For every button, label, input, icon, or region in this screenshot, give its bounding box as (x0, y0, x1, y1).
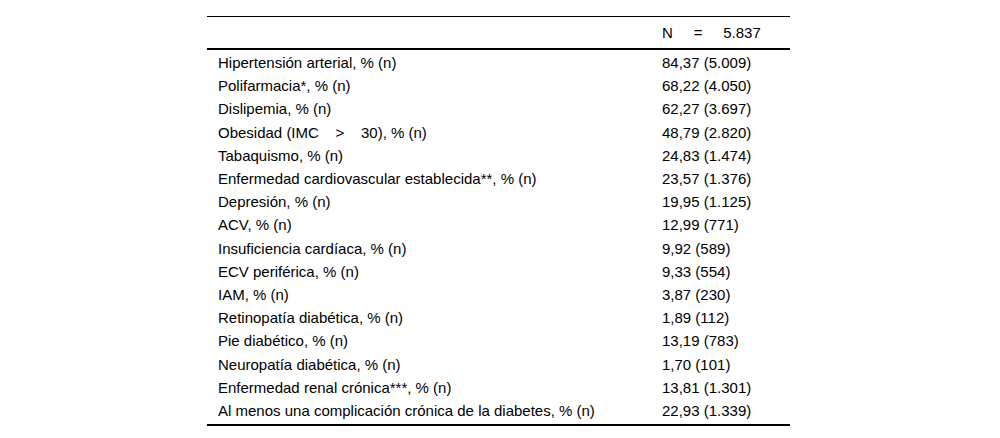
row-label: Neuropatía diabética, % (n) (218, 357, 662, 372)
table-row: ECV periférica, % (n)9,33 (554) (207, 260, 790, 283)
characteristics-table: N = 5.837 Hipertensión arterial, % (n)84… (207, 16, 790, 426)
table-row: ACV, % (n)12,99 (771) (207, 213, 790, 236)
row-label: Polifarmacia*, % (n) (218, 78, 662, 93)
table-row: Obesidad (IMC > 30), % (n)48,79 (2.820) (207, 121, 790, 144)
row-label: Obesidad (IMC > 30), % (n) (218, 125, 662, 140)
row-value: 9,33 (554) (662, 264, 730, 279)
row-value: 23,57 (1.376) (662, 171, 751, 186)
row-label: Hipertensión arterial, % (n) (218, 55, 662, 70)
table-row: Tabaquismo, % (n)24,83 (1.474) (207, 144, 790, 167)
row-value: 68,22 (4.050) (662, 78, 751, 93)
row-label: IAM, % (n) (218, 287, 662, 302)
row-value: 24,83 (1.474) (662, 148, 751, 163)
row-label: ECV periférica, % (n) (218, 264, 662, 279)
row-label: Enfermedad cardiovascular establecida**,… (218, 171, 662, 186)
row-label: Insuficiencia cardíaca, % (n) (218, 241, 662, 256)
row-value: 22,93 (1.339) (662, 403, 751, 418)
row-value: 62,27 (3.697) (662, 101, 751, 116)
row-label: Enfermedad renal crónica***, % (n) (218, 380, 662, 395)
table-row: Dislipemia, % (n)62,27 (3.697) (207, 97, 790, 120)
row-label: Pie diabético, % (n) (218, 333, 662, 348)
row-label: Dislipemia, % (n) (218, 101, 662, 116)
table-row: Hipertensión arterial, % (n)84,37 (5.009… (207, 51, 790, 74)
row-value: 84,37 (5.009) (662, 55, 751, 70)
row-label: Retinopatía diabética, % (n) (218, 310, 662, 325)
table-row: Polifarmacia*, % (n)68,22 (4.050) (207, 74, 790, 97)
row-value: 1,70 (101) (662, 357, 730, 372)
row-value: 19,95 (1.125) (662, 194, 751, 209)
table-header-row: N = 5.837 (207, 17, 790, 50)
table-row: Insuficiencia cardíaca, % (n)9,92 (589) (207, 237, 790, 260)
row-label: Tabaquismo, % (n) (218, 148, 662, 163)
row-value: 9,92 (589) (662, 241, 730, 256)
header-n-value: N = 5.837 (662, 25, 761, 40)
table-row: Retinopatía diabética, % (n)1,89 (112) (207, 306, 790, 329)
row-value: 3,87 (230) (662, 287, 730, 302)
table-row: Al menos una complicación crónica de la … (207, 399, 790, 422)
row-label: ACV, % (n) (218, 217, 662, 232)
row-label: Al menos una complicación crónica de la … (218, 403, 662, 418)
table-row: Pie diabético, % (n)13,19 (783) (207, 329, 790, 352)
row-value: 48,79 (2.820) (662, 125, 751, 140)
table-row: Enfermedad cardiovascular establecida**,… (207, 167, 790, 190)
table-row: Depresión, % (n)19,95 (1.125) (207, 190, 790, 213)
row-value: 12,99 (771) (662, 217, 739, 232)
table-row: Neuropatía diabética, % (n)1,70 (101) (207, 352, 790, 375)
row-value: 13,81 (1.301) (662, 380, 751, 395)
table-row: IAM, % (n)3,87 (230) (207, 283, 790, 306)
row-label: Depresión, % (n) (218, 194, 662, 209)
table-body: Hipertensión arterial, % (n)84,37 (5.009… (207, 50, 790, 426)
table-row: Enfermedad renal crónica***, % (n)13,81 … (207, 376, 790, 399)
row-value: 1,89 (112) (662, 310, 729, 325)
row-value: 13,19 (783) (662, 333, 739, 348)
